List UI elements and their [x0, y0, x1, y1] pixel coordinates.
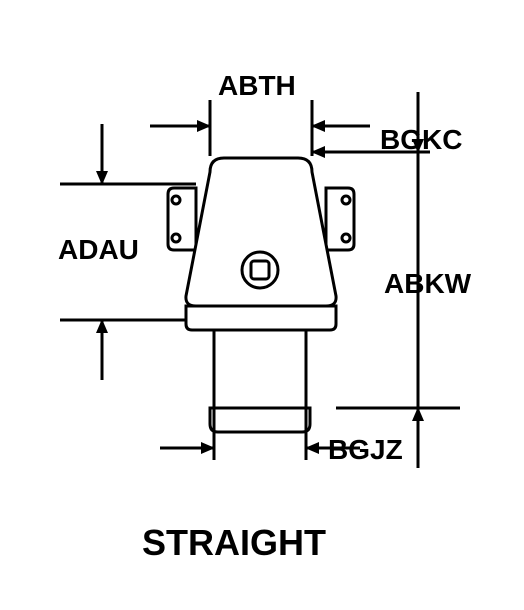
- label-abth: ABTH: [218, 70, 296, 102]
- label-adau: ADAU: [58, 234, 139, 266]
- diagram-canvas: ABTH BGKC ADAU ABKW BGJZ STRAIGHT: [0, 0, 524, 610]
- label-bgjz: BGJZ: [328, 434, 403, 466]
- label-bgkc: BGKC: [380, 124, 462, 156]
- connector-body: [168, 158, 354, 432]
- label-abkw: ABKW: [384, 268, 471, 300]
- label-main: STRAIGHT: [142, 522, 326, 564]
